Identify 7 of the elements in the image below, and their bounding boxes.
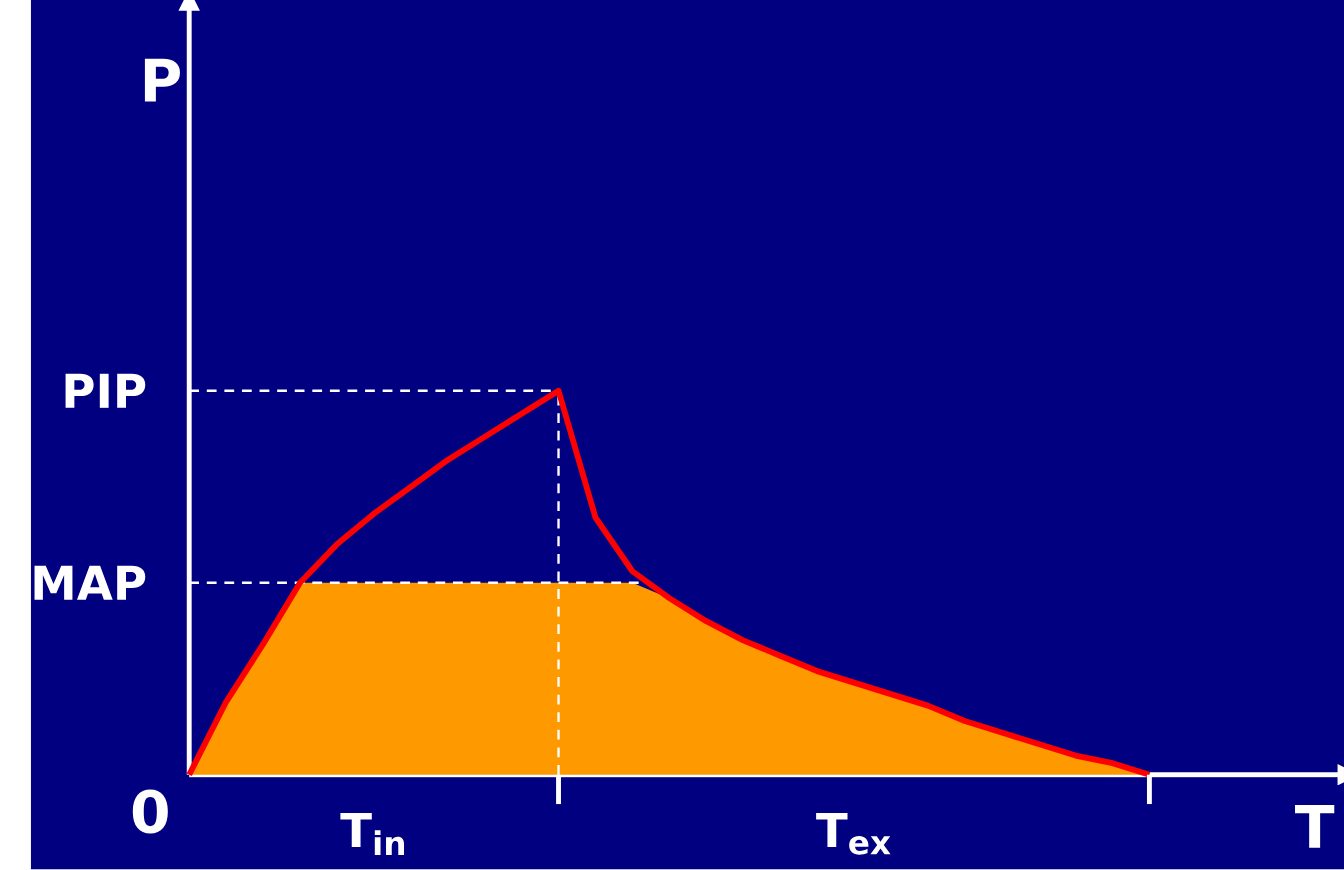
- text: 0: [132, 789, 168, 834]
- ref-line-label: PIP: [65, 374, 146, 409]
- x-axis-title: T: [1295, 805, 1335, 848]
- y-axis-title: P: [144, 59, 180, 102]
- ref-line-label: MAP: [34, 565, 146, 601]
- text: T$_{ex}$: [816, 813, 891, 855]
- text: T$_{in}$: [340, 813, 405, 856]
